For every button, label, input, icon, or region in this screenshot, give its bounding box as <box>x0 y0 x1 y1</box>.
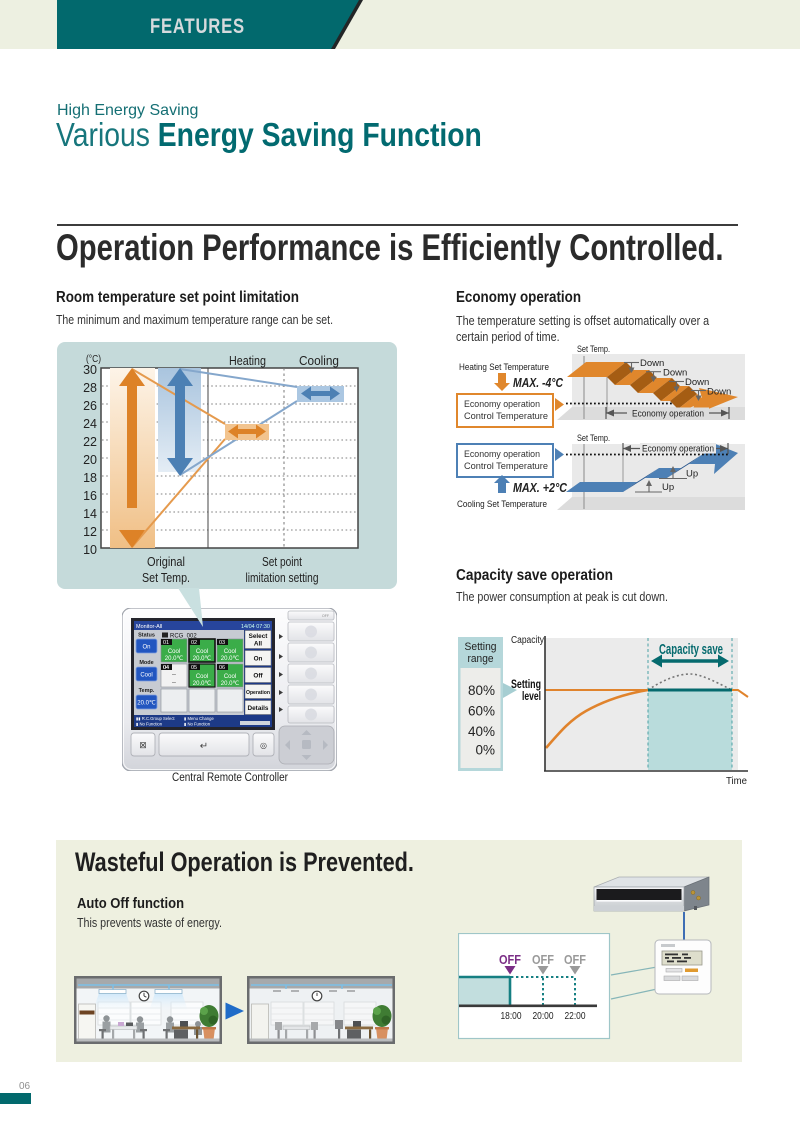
svg-text:Up: Up <box>686 469 698 480</box>
svg-text:Off: Off <box>253 673 263 680</box>
svg-text:Details: Details <box>248 705 269 712</box>
svg-text:Set Temp.: Set Temp. <box>577 433 610 444</box>
svg-text:20.0℃: 20.0℃ <box>221 681 240 687</box>
svg-text:Economy operation: Economy operation <box>464 399 540 410</box>
svg-text:Time: Time <box>726 775 747 787</box>
svg-text:0%: 0% <box>475 743 495 758</box>
svg-text:⊠: ⊠ <box>139 740 147 750</box>
svg-text:Cool: Cool <box>224 674 236 680</box>
svg-text:▮ No Function: ▮ No Function <box>136 722 163 727</box>
svg-text:80%: 80% <box>468 683 495 698</box>
svg-text:22:00: 22:00 <box>565 1010 586 1022</box>
svg-text:All: All <box>254 641 262 648</box>
svg-text:Down: Down <box>663 368 687 379</box>
svg-text:02: 02 <box>191 640 197 646</box>
svg-text:Heating Set Temperature: Heating Set Temperature <box>459 362 549 372</box>
svg-text:20.0℃: 20.0℃ <box>165 656 184 662</box>
svg-text:Original: Original <box>147 554 185 569</box>
svg-text:range: range <box>468 653 494 665</box>
svg-text:limitation setting: limitation setting <box>246 570 319 585</box>
svg-text:01: 01 <box>163 640 169 646</box>
svg-text:Down: Down <box>685 377 709 388</box>
svg-text:Heating: Heating <box>229 353 266 368</box>
svg-text:Temp.: Temp. <box>139 688 155 694</box>
svg-text:40%: 40% <box>468 724 495 739</box>
svg-text:↵: ↵ <box>200 741 208 752</box>
svg-text:Set Temp.: Set Temp. <box>142 570 190 585</box>
svg-text:Capacity: Capacity <box>511 635 544 646</box>
svg-text:MAX. +2°C: MAX. +2°C <box>513 481 568 495</box>
svg-text:20.0℃: 20.0℃ <box>193 656 212 662</box>
svg-text:(°C): (°C) <box>86 354 101 365</box>
svg-text:Cool: Cool <box>140 673 152 679</box>
svg-text:Cooling Set Temperature: Cooling Set Temperature <box>457 499 547 509</box>
svg-text:Cool: Cool <box>196 649 208 655</box>
svg-text:20:00: 20:00 <box>533 1010 554 1022</box>
svg-text:Capacity save: Capacity save <box>659 642 723 658</box>
svg-text:18:00: 18:00 <box>501 1010 522 1022</box>
svg-text:On: On <box>254 656 263 663</box>
svg-text:30: 30 <box>83 363 97 377</box>
svg-text:Control Temperature: Control Temperature <box>464 461 548 472</box>
svg-text:Down: Down <box>707 387 731 398</box>
svg-text:04: 04 <box>163 665 169 671</box>
svg-text:Down: Down <box>640 358 664 369</box>
svg-text:10: 10 <box>83 543 97 557</box>
svg-text:18: 18 <box>83 471 97 485</box>
svg-text:Status: Status <box>138 633 155 639</box>
svg-text:Select: Select <box>249 633 269 640</box>
svg-text:On: On <box>142 645 150 651</box>
svg-text:22: 22 <box>83 435 97 449</box>
svg-text:14/04 07:30: 14/04 07:30 <box>241 624 270 630</box>
svg-text:28: 28 <box>83 381 97 395</box>
svg-text:Mode: Mode <box>139 660 153 666</box>
svg-text:20: 20 <box>83 453 97 467</box>
svg-text:Economy operation: Economy operation <box>642 444 714 455</box>
svg-text:20.0℃: 20.0℃ <box>137 701 156 707</box>
svg-text:Up: Up <box>662 482 674 493</box>
svg-text:Setting: Setting <box>465 641 497 653</box>
svg-text:OFF: OFF <box>564 953 586 967</box>
svg-text:OFF: OFF <box>499 953 521 967</box>
svg-text:–: – <box>172 679 176 686</box>
svg-text:04: 04 <box>163 665 169 671</box>
svg-text:20.0℃: 20.0℃ <box>221 656 240 662</box>
svg-text:Monitor-All: Monitor-All <box>136 624 162 630</box>
svg-text:Cool: Cool <box>196 674 208 680</box>
svg-text:◎: ◎ <box>260 741 267 750</box>
svg-text:▮▮ R.C.Group Select: ▮▮ R.C.Group Select <box>136 716 175 721</box>
svg-text:Set point: Set point <box>262 554 302 569</box>
svg-text:20.0℃: 20.0℃ <box>193 681 212 687</box>
svg-text:14: 14 <box>83 507 97 521</box>
svg-text:Economy operation: Economy operation <box>464 449 540 460</box>
svg-text:06: 06 <box>219 665 225 671</box>
svg-text:Cooling: Cooling <box>299 353 339 368</box>
svg-text:OFF: OFF <box>322 614 329 618</box>
svg-text:Cool: Cool <box>168 649 180 655</box>
svg-text:12: 12 <box>83 525 97 539</box>
svg-text:▮ No Function: ▮ No Function <box>184 722 211 727</box>
svg-text:Operation: Operation <box>246 690 271 696</box>
svg-text:26: 26 <box>83 399 97 413</box>
svg-text:24: 24 <box>83 417 97 431</box>
svg-text:level: level <box>522 691 541 703</box>
svg-text:–: – <box>172 671 176 678</box>
svg-text:OFF: OFF <box>532 953 554 967</box>
svg-text:MAX. -4°C: MAX. -4°C <box>513 376 564 390</box>
svg-text:RCG_002: RCG_002 <box>170 634 197 640</box>
svg-text:05: 05 <box>191 665 197 671</box>
svg-text:Cool: Cool <box>224 649 236 655</box>
svg-text:▮ Menu Change: ▮ Menu Change <box>184 716 214 721</box>
svg-text:03: 03 <box>219 640 225 646</box>
svg-text:Economy operation: Economy operation <box>632 409 704 420</box>
svg-text:Setting: Setting <box>511 679 541 691</box>
svg-text:Control Temperature: Control Temperature <box>464 411 548 422</box>
svg-text:16: 16 <box>83 489 97 503</box>
svg-text:Set Temp.: Set Temp. <box>577 344 610 355</box>
svg-text:60%: 60% <box>468 704 495 719</box>
